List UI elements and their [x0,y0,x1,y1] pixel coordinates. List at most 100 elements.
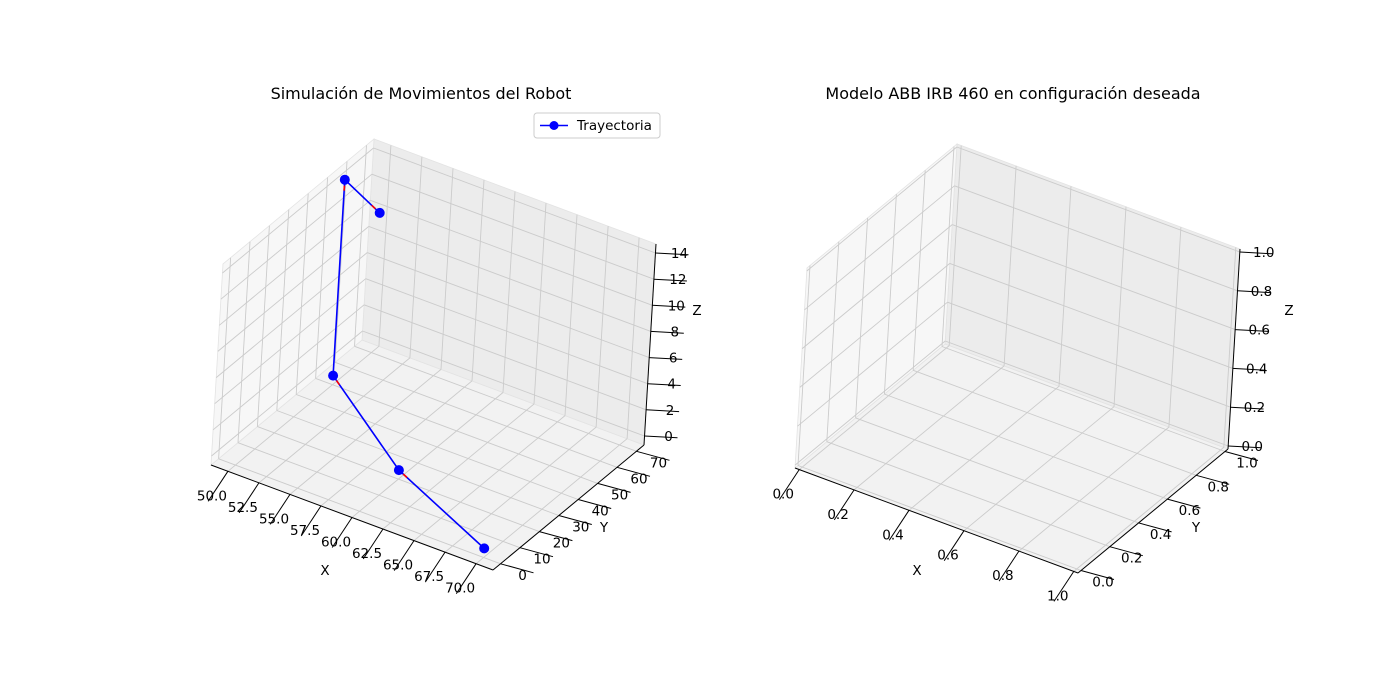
plot1-y-tick [616,466,651,477]
plot1-x-tick-label: 55.0 [259,511,289,527]
plot2-grid-y-left [912,170,926,371]
plot2-grid-z-back [952,224,1236,331]
plot1-grid-x-floor [382,403,535,530]
plot1-left-wall-pane [210,138,375,466]
plot2-z-tick [1237,290,1271,294]
plot2-grid-x-back [948,145,962,346]
plot1-grid-x-back [440,168,454,370]
plot1-grid-y-floor [296,394,579,500]
plot1-x-tick-label: 57.5 [290,523,320,539]
plot2-z-tick-label: 0.2 [1244,400,1265,416]
plot2-y-tick [1167,498,1201,509]
plot1-grid-z-left [215,252,368,378]
plot2-z-tick-label: 0.6 [1248,323,1269,339]
plot2-x-tick [833,489,855,521]
plot2-grid-y-floor [913,369,1197,476]
plot2-y-tick-label: 0.0 [1092,575,1113,591]
plot2-grid-x-back [1223,247,1237,448]
plot1-grid-y-left [256,225,270,427]
trajectory-point [328,370,339,381]
plot2-y-axis-label: Y [1191,520,1201,536]
plot1-y-axis-label: Y [599,520,609,536]
plot1-y-axis-line [492,444,645,571]
plot1-z-tick [646,409,680,413]
plot1-z-tick-label: 14 [671,246,688,262]
plot2-y-tick [1138,522,1172,533]
plot1-z-tick [653,278,687,282]
plot2-grid-x-floor [798,345,950,470]
plot1-y-tick [539,531,573,542]
plot1-y-tick-label: 20 [553,536,570,552]
plot2-grid-y-left [855,217,869,418]
plot2-y-tick-label: 0.8 [1207,479,1228,495]
plot1-x-tick-label: 65.0 [383,558,413,574]
plot2-y-tick-label: 1.0 [1236,456,1257,472]
plot2-y-tick [1080,570,1115,580]
plot1-grid-x-back [533,202,547,405]
plot1-z-tick [647,383,681,386]
plot2-x-tick [998,550,1020,582]
plot2-grid-z-left [801,224,953,349]
plot2-z-tick [1230,406,1264,410]
plot2-z-tick [1232,367,1266,371]
trajectory-point [479,543,490,554]
plot2-y-tick-label: 0.4 [1150,527,1171,543]
plot1-grid-x-back [502,191,516,393]
plot1-z-tick-label: 12 [669,272,686,288]
plot1-y-tick [636,450,670,461]
plot1-grid-y-left [276,209,290,411]
plot1-grid-y-left [237,241,251,443]
plot1-z-tick [649,357,683,360]
plot1-x-tick [207,471,229,502]
plot1-title: Simulación de Movimientos del Robot [271,84,572,103]
plot1-grid-z-back [363,304,647,411]
plot1-x-tick-label: 50.0 [197,488,227,504]
plot2-grid-z-back [956,146,1240,253]
plot1-z-tick-label: 10 [668,298,685,314]
plot1-x-tick [424,551,446,583]
plot2-grid-y-left [941,146,955,347]
plot2-grid-z-back [945,340,1229,447]
plot2-grid-z-back [954,185,1238,292]
plot2-z-tick-label: 0.8 [1251,284,1272,300]
trajectory-point [393,465,404,476]
plot1-grid-x-back [626,237,640,439]
plot2-x-tick [888,510,910,541]
plot1-grid-x-floor [320,380,473,507]
plot1-y-tick-label: 50 [611,487,628,503]
plot2-grid-z-left [797,301,948,427]
plot2-grid-z-back [947,301,1231,408]
plot1-grid-x-back [564,214,578,416]
plot2-z-tick [1239,251,1273,255]
plot1-x-tick-label: 67.5 [414,569,444,585]
plot1-grid-y-floor [354,345,637,452]
plot2-grid-x-floor [963,406,1115,532]
plot2-grid-x-back [1168,227,1182,428]
plot2-grid-x-back [1058,186,1072,387]
plot2-y-tick [1196,474,1230,485]
plot2-grid-z-left [804,185,955,311]
plot1-grid-y-floor [218,458,501,565]
trajectory-direction-arrow [335,380,341,386]
plot2-left-wall-pane [794,143,958,469]
plot2-grid-x-floor [853,365,1005,491]
plot1-x-tick [300,505,322,537]
plot1-grid-y-floor [257,426,540,533]
plot2-grid-y-left [883,194,897,395]
plot2-x-tick-label: 1.0 [1047,588,1068,604]
plot1-z-tick [644,435,678,439]
plot1-grid-z-left [219,199,371,326]
plot1-grid-y-left [295,193,309,395]
plot1-z-tick [652,304,686,308]
plot2-x-tick-label: 0.4 [882,527,903,543]
trajectory-point [339,174,350,185]
plot2-z-axis-label: Z [1284,303,1293,319]
plot1-grid-x-floor [289,369,442,495]
plot2-x-axis-label: X [912,563,921,579]
plot1-grid-z-left [212,304,365,431]
plot2-x-tick-label: 0.0 [772,487,793,503]
plot1-y-tick-label: 70 [650,455,667,471]
plot2-x-tick-label: 0.6 [937,548,958,564]
plot1-grid-y-floor [237,442,521,549]
plot2-x-tick-label: 0.8 [992,568,1013,584]
